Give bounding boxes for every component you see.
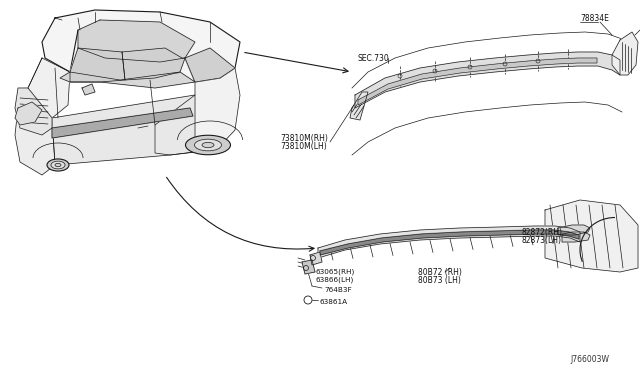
Polygon shape [320,230,579,255]
Text: 63866(LH): 63866(LH) [315,277,353,283]
Text: 82872(RH): 82872(RH) [522,228,563,237]
Ellipse shape [51,161,65,169]
Polygon shape [185,48,235,82]
Text: SEC.730: SEC.730 [358,54,390,62]
Polygon shape [122,48,185,80]
Text: 73810M(LH): 73810M(LH) [280,141,327,151]
Polygon shape [78,20,195,62]
Ellipse shape [186,135,230,155]
Polygon shape [70,48,125,82]
Text: J766003W: J766003W [570,356,609,365]
Text: 80B73 (LH): 80B73 (LH) [418,276,461,285]
Text: 80B72 (RH): 80B72 (RH) [418,267,462,276]
Polygon shape [318,226,580,258]
Polygon shape [358,58,597,105]
Polygon shape [60,72,195,88]
Polygon shape [310,252,322,265]
Polygon shape [355,52,620,108]
Text: 63861A: 63861A [320,299,348,305]
Ellipse shape [47,159,69,171]
Polygon shape [52,95,195,165]
Text: 63065(RH): 63065(RH) [315,269,355,275]
Polygon shape [28,58,70,118]
Polygon shape [15,88,55,175]
Text: 73810M(RH): 73810M(RH) [280,134,328,142]
Text: 764B3F: 764B3F [324,287,351,293]
Polygon shape [350,92,368,120]
Polygon shape [15,88,52,135]
Text: 82873(LH): 82873(LH) [522,235,562,244]
Polygon shape [545,200,638,272]
Polygon shape [42,10,240,82]
Text: 78834E: 78834E [580,13,609,22]
Polygon shape [302,260,315,274]
Polygon shape [558,225,590,242]
Ellipse shape [55,163,61,167]
Ellipse shape [195,139,221,151]
Polygon shape [612,32,638,75]
Polygon shape [155,68,240,155]
Polygon shape [15,102,42,125]
Polygon shape [82,84,95,95]
Ellipse shape [202,142,214,148]
Polygon shape [52,108,193,138]
